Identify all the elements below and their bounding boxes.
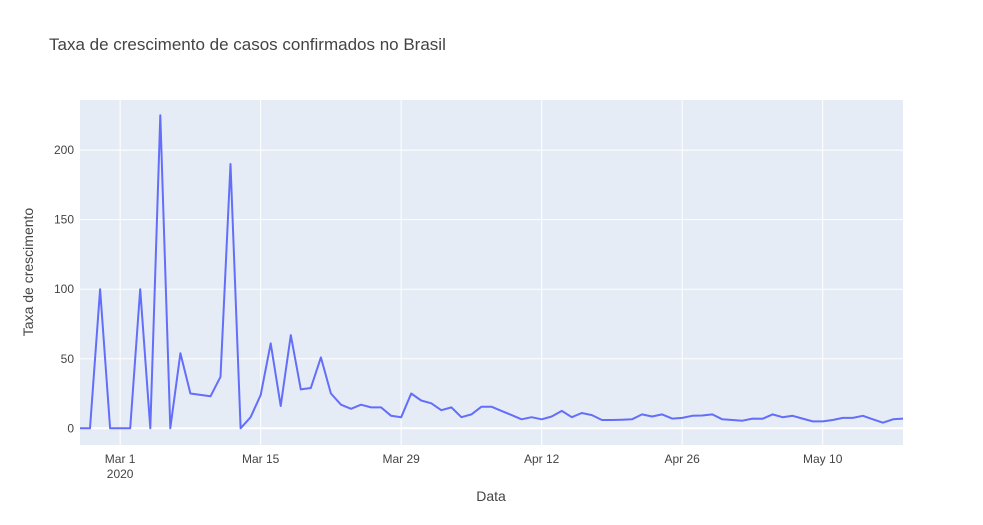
- x-axis-title: Data: [476, 488, 506, 504]
- x-tick-label: Mar 15: [242, 452, 280, 466]
- y-axis-title: Taxa de crescimento: [20, 208, 36, 337]
- x-tick-year-label: 2020: [107, 467, 134, 481]
- chart-title: Taxa de crescimento de casos confirmados…: [49, 35, 446, 54]
- series-layer: [80, 114, 904, 430]
- plot-area: [80, 100, 903, 445]
- x-tick-label: Mar 29: [382, 452, 420, 466]
- series-line: [80, 114, 904, 430]
- gridlines: [80, 100, 903, 445]
- y-tick-label: 50: [61, 352, 75, 366]
- y-tick-label: 200: [54, 143, 74, 157]
- x-tick-label: Apr 12: [524, 452, 560, 466]
- y-tick-label: 100: [54, 282, 74, 296]
- x-tick-label: Apr 26: [665, 452, 701, 466]
- y-axis-ticks: 0 50 100 150 200: [54, 143, 74, 435]
- x-tick-label: Mar 1: [105, 452, 136, 466]
- y-tick-label: 150: [54, 213, 74, 227]
- y-tick-label: 0: [67, 421, 74, 435]
- x-tick-label: May 10: [803, 452, 843, 466]
